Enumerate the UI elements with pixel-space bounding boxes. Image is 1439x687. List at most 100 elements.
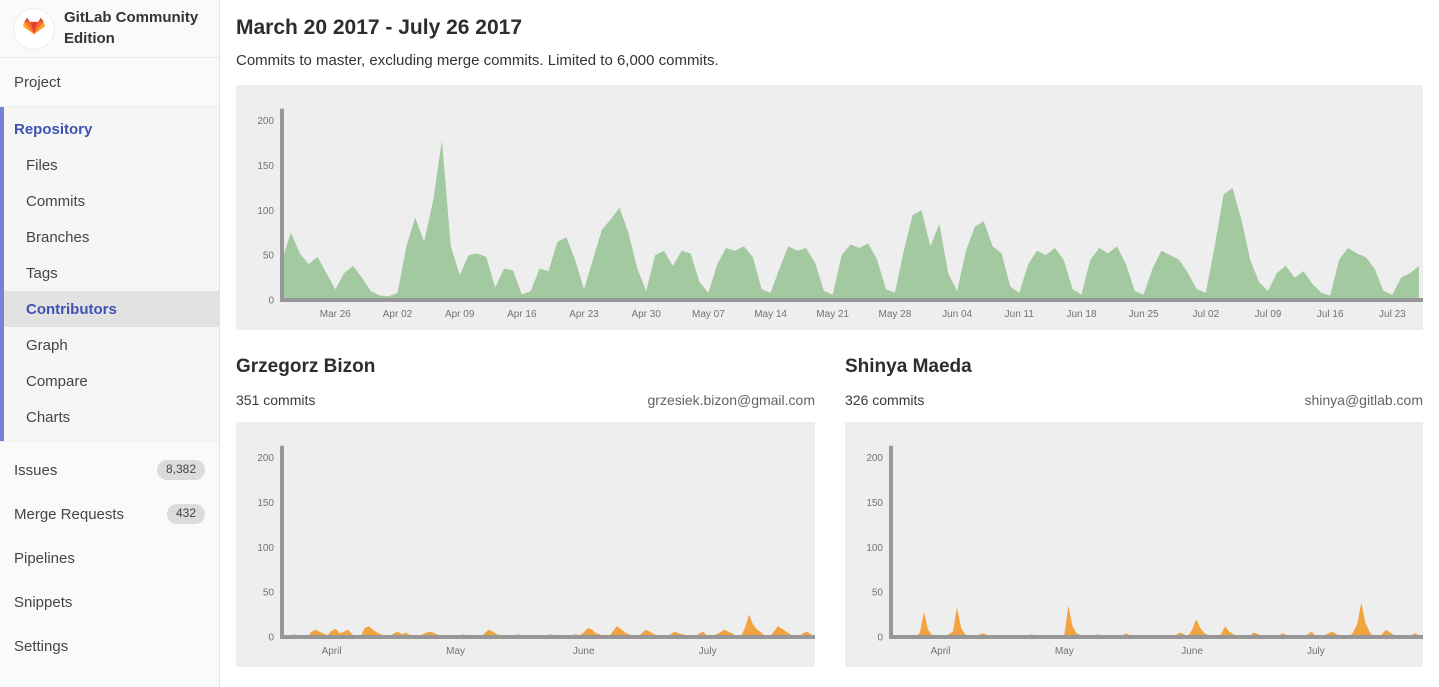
contributors-grid: Grzegorz Bizon 351 commits grzesiek.bizo… xyxy=(236,356,1423,667)
contributor-commits-graph: 0 50 100 150 200 April May June July xyxy=(845,422,1423,667)
gitlab-tanuki-icon xyxy=(23,18,45,35)
svg-text:June: June xyxy=(573,646,595,657)
contributor-meta: 326 commits shinya@gitlab.com xyxy=(845,392,1423,408)
sidebar-section-repository: Repository Files Commits Branches Tags xyxy=(0,107,219,442)
sidebar-item-label: Merge Requests xyxy=(14,505,125,523)
svg-text:July: July xyxy=(1307,646,1325,657)
svg-text:Jun 04: Jun 04 xyxy=(942,309,972,320)
svg-text:June: June xyxy=(1181,646,1203,657)
sidebar-item-settings[interactable]: Settings xyxy=(0,624,219,668)
sidebar-item-snippets[interactable]: Snippets xyxy=(0,580,219,624)
sidebar-item-label: Contributors xyxy=(26,300,117,318)
svg-text:May 07: May 07 xyxy=(692,309,725,320)
svg-text:May: May xyxy=(1055,646,1074,657)
svg-text:Jul 02: Jul 02 xyxy=(1192,309,1219,320)
svg-text:Jun 11: Jun 11 xyxy=(1005,309,1035,320)
sidebar-section-bottom: Issues 8,382 Merge Requests 432 Pipeline… xyxy=(0,442,219,674)
sidebar-item-label: Snippets xyxy=(14,593,73,611)
svg-text:200: 200 xyxy=(257,116,274,127)
sidebar-item-label: Issues xyxy=(14,461,58,479)
contributor-card: Shinya Maeda 326 commits shinya@gitlab.c… xyxy=(845,356,1423,667)
sidebar-item-label: Files xyxy=(26,156,58,174)
svg-text:50: 50 xyxy=(263,588,275,599)
sidebar-item-compare[interactable]: Compare xyxy=(0,363,219,399)
svg-text:Jul 23: Jul 23 xyxy=(1379,309,1406,320)
svg-text:Apr 30: Apr 30 xyxy=(631,309,661,320)
contributor-meta: 351 commits grzesiek.bizon@gmail.com xyxy=(236,392,815,408)
sidebar-item-label: Branches xyxy=(26,228,90,246)
contributor-name: Grzegorz Bizon xyxy=(236,356,376,377)
sidebar-item-repository[interactable]: Repository xyxy=(0,111,219,147)
sidebar-item-commits[interactable]: Commits xyxy=(0,183,219,219)
sidebar-item-pipelines[interactable]: Pipelines xyxy=(0,536,219,580)
sidebar-item-merge-requests[interactable]: Merge Requests 432 xyxy=(0,492,219,536)
sidebar-item-label: Pipelines xyxy=(14,549,75,567)
merge-requests-count-badge: 432 xyxy=(166,504,205,524)
master-commits-graph[interactable]: 0 50 100 150 200 Mar 26 Apr 02 Apr 09 Apr 16 Apr … xyxy=(236,85,1423,330)
app-title: GitLab Community Edition xyxy=(64,9,199,47)
sidebar-item-label: Graph xyxy=(26,336,68,354)
contributor-commit-count: 326 commits xyxy=(845,392,925,408)
svg-text:Mar 26: Mar 26 xyxy=(320,309,352,320)
sidebar-item-label: Project xyxy=(14,73,61,91)
issues-count-badge: 8,382 xyxy=(156,460,205,480)
svg-text:200: 200 xyxy=(866,453,883,464)
svg-text:50: 50 xyxy=(872,588,884,599)
svg-text:0: 0 xyxy=(268,296,274,307)
svg-text:Apr 23: Apr 23 xyxy=(569,309,599,320)
sidebar-item-label: Settings xyxy=(14,637,69,655)
svg-text:Jun 18: Jun 18 xyxy=(1066,309,1096,320)
svg-text:April: April xyxy=(322,646,342,657)
svg-text:May 28: May 28 xyxy=(879,309,912,320)
sidebar-item-label: Compare xyxy=(26,372,88,390)
svg-text:May 21: May 21 xyxy=(816,309,849,320)
svg-text:150: 150 xyxy=(257,498,274,509)
svg-text:May: May xyxy=(446,646,465,657)
svg-text:100: 100 xyxy=(866,543,883,554)
sidebar-item-contributors[interactable]: Contributors xyxy=(0,291,219,327)
sidebar-header[interactable]: GitLab Community Edition xyxy=(0,0,219,58)
sidebar-item-label: Tags xyxy=(26,264,58,282)
sidebar-item-label: Charts xyxy=(26,408,71,426)
sidebar-item-graph[interactable]: Graph xyxy=(0,327,219,363)
svg-text:Jun 25: Jun 25 xyxy=(1129,309,1159,320)
svg-text:150: 150 xyxy=(866,498,883,509)
sidebar-item-label: Repository xyxy=(14,120,93,138)
svg-text:100: 100 xyxy=(257,206,274,217)
main-content: March 20 2017 - July 26 2017 Commits to … xyxy=(220,0,1439,687)
svg-text:Apr 09: Apr 09 xyxy=(445,309,475,320)
sidebar: GitLab Community Edition Project Reposit… xyxy=(0,0,220,687)
sidebar-item-files[interactable]: Files xyxy=(0,147,219,183)
svg-text:Jul 09: Jul 09 xyxy=(1255,309,1282,320)
svg-text:May 14: May 14 xyxy=(754,309,787,320)
contributor-commits-graph: 0 50 100 150 200 April May June July xyxy=(236,422,815,667)
contributor-email: grzesiek.bizon@gmail.com xyxy=(647,392,816,408)
sidebar-item-project[interactable]: Project xyxy=(0,64,219,100)
sidebar-item-charts[interactable]: Charts xyxy=(0,399,219,435)
svg-text:July: July xyxy=(699,646,717,657)
svg-text:150: 150 xyxy=(257,161,274,172)
sidebar-nav: Project Repository Files Commits Branche… xyxy=(0,58,219,674)
svg-text:0: 0 xyxy=(877,633,883,644)
contributor-email: shinya@gitlab.com xyxy=(1304,392,1424,408)
svg-text:0: 0 xyxy=(268,633,274,644)
svg-text:April: April xyxy=(930,646,950,657)
svg-text:50: 50 xyxy=(263,251,275,262)
repository-subnav: Files Commits Branches Tags Contributors xyxy=(0,147,219,435)
gitlab-logo xyxy=(14,8,54,49)
sidebar-item-branches[interactable]: Branches xyxy=(0,219,219,255)
svg-text:200: 200 xyxy=(257,453,274,464)
svg-text:Apr 02: Apr 02 xyxy=(383,309,413,320)
svg-text:Jul 16: Jul 16 xyxy=(1317,309,1344,320)
sidebar-item-tags[interactable]: Tags xyxy=(0,255,219,291)
contributor-card: Grzegorz Bizon 351 commits grzesiek.bizo… xyxy=(236,356,815,667)
sidebar-item-issues[interactable]: Issues 8,382 xyxy=(0,448,219,492)
svg-text:100: 100 xyxy=(257,543,274,554)
svg-text:Apr 16: Apr 16 xyxy=(507,309,537,320)
sidebar-item-label: Commits xyxy=(26,192,86,210)
page-title: March 20 2017 - July 26 2017 xyxy=(236,16,523,39)
page-subtitle: Commits to master, excluding merge commi… xyxy=(236,52,719,69)
contributor-name: Shinya Maeda xyxy=(845,356,972,377)
contributor-commit-count: 351 commits xyxy=(236,392,316,408)
